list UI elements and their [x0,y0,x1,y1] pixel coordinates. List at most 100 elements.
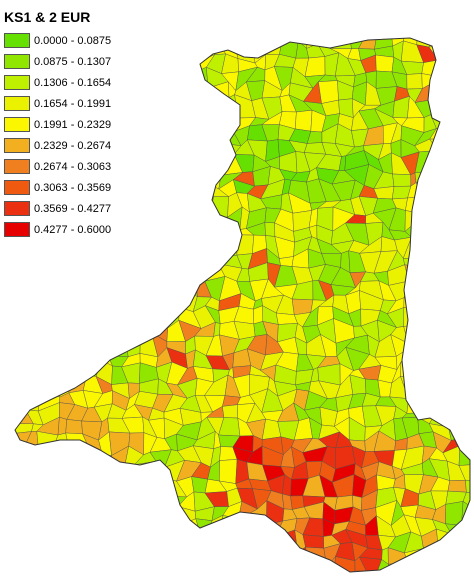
map-region [414,377,433,399]
map-region [208,38,229,42]
map-region [154,168,169,183]
map-region [177,240,197,258]
map-region [97,544,117,564]
map-region [154,206,173,229]
map-region [137,319,157,339]
map-region [64,239,88,255]
map-region [82,239,102,255]
map-region [64,478,86,498]
map-region [170,143,184,159]
map-region [15,253,34,274]
map-region [106,509,124,525]
map-region [96,515,112,538]
map-region [22,362,48,382]
map-region [205,221,228,243]
map-region [51,354,72,371]
map-region [448,416,468,441]
map-region [100,510,108,526]
map-region [167,240,179,254]
map-region [420,258,438,269]
map-region [194,242,207,258]
map-region [162,269,187,287]
map-region [15,461,17,479]
map-region [155,76,168,86]
map-region [57,416,68,436]
map-region [430,390,446,414]
map-region [15,515,31,539]
map-region [156,55,165,78]
map-region [38,353,56,364]
map-region [15,493,28,509]
map-region [421,235,440,260]
map-region [219,234,238,259]
map-region [127,206,145,229]
map-region [15,544,32,561]
map-region [73,486,86,509]
map-region [120,556,146,572]
map-region [51,334,72,356]
map-region [51,495,76,509]
map-region [36,292,59,310]
map-region [52,476,76,498]
map-region [84,264,103,288]
map-region [15,375,20,399]
map-region [113,225,128,244]
map-region [461,95,470,118]
map-region [123,129,145,144]
map-region [461,341,470,354]
map-region [233,38,254,42]
map-region [461,327,470,342]
map-region [180,180,199,203]
map-region [113,551,125,565]
map-region [442,182,468,201]
map-region [152,123,171,148]
map-region [129,278,139,296]
map-region [178,200,199,214]
map-region [50,279,72,300]
map-region [15,544,16,568]
map-region [122,254,145,271]
map-region [264,520,284,537]
map-region [218,531,244,552]
map-region [124,463,140,479]
map-region [277,548,298,562]
map-region [462,491,470,508]
map-region [18,365,29,379]
map-region [459,433,470,446]
map-region [458,444,470,466]
map-region [138,474,160,495]
legend-label: 0.4277 - 0.6000 [34,223,112,236]
map-region [67,360,87,382]
map-region [414,263,437,284]
map-region [15,239,18,255]
map-region [447,479,467,493]
map-region [15,397,31,411]
map-region [461,38,470,50]
map-region [449,351,465,370]
map-region [408,336,421,355]
map-region [302,566,328,572]
map-region [417,306,437,328]
map-region [417,291,436,313]
map-region [207,533,227,552]
map-region [124,68,145,87]
map-region [437,206,447,232]
map-region [127,96,145,114]
map-region [190,263,211,282]
map-region [181,67,201,90]
map-region [418,336,439,355]
map-region [162,251,187,271]
map-region [120,491,145,511]
map-region [15,271,31,287]
map-region [156,224,171,245]
map-region [22,253,45,273]
legend-item: 0.3569 - 0.4277 [4,198,111,219]
map-region [461,250,470,272]
map-region [121,197,146,210]
map-region [15,270,16,287]
map-region [65,334,90,356]
map-region [134,55,158,78]
map-region [164,213,180,231]
map-region [135,546,160,565]
map-region [375,54,395,73]
